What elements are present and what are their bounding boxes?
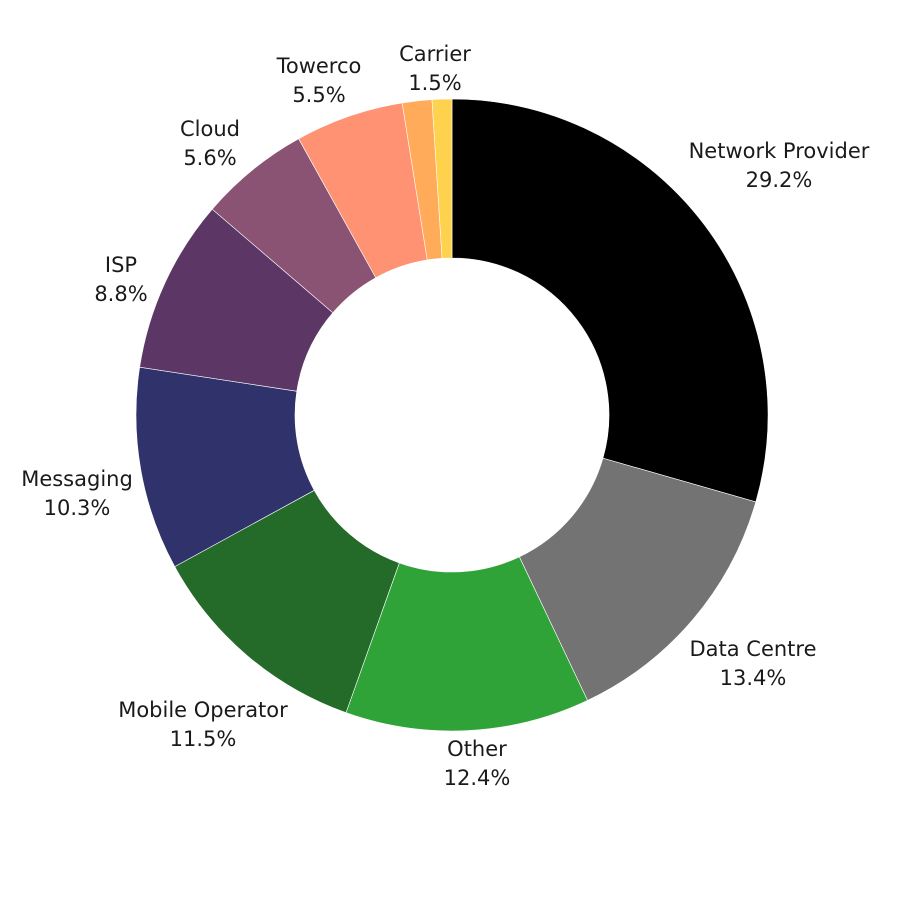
- value-label-data-centre: 13.4%: [720, 666, 787, 690]
- slice-data-centre: [518, 457, 757, 701]
- value-label-other: 12.4%: [444, 766, 511, 790]
- slice-unlabeled: [431, 98, 453, 259]
- value-label-cloud: 5.6%: [183, 146, 236, 170]
- category-label-network-provider: Network Provider: [689, 139, 870, 163]
- value-label-towerco: 5.5%: [292, 83, 345, 107]
- category-label-isp: ISP: [105, 253, 137, 277]
- value-label-messaging: 10.3%: [44, 496, 111, 520]
- category-label-carrier: Carrier: [399, 42, 471, 66]
- value-label-isp: 8.8%: [94, 282, 147, 306]
- category-label-other: Other: [447, 737, 507, 761]
- value-label-mobile-operator: 11.5%: [170, 727, 237, 751]
- category-label-messaging: Messaging: [21, 467, 133, 491]
- category-label-towerco: Towerco: [276, 54, 362, 78]
- category-label-cloud: Cloud: [180, 117, 240, 141]
- value-label-carrier: 1.5%: [408, 71, 461, 95]
- slices-group: [135, 98, 769, 732]
- slice-mobile-operator: [174, 489, 400, 714]
- slice-network-provider: [451, 98, 769, 503]
- category-label-mobile-operator: Mobile Operator: [118, 698, 288, 722]
- category-label-data-centre: Data Centre: [689, 637, 816, 661]
- labels-group: Network Provider 29.2% Data Centre 13.4% Oth…: [21, 42, 870, 790]
- slice-other: [345, 556, 588, 732]
- value-label-network-provider: 29.2%: [746, 168, 813, 192]
